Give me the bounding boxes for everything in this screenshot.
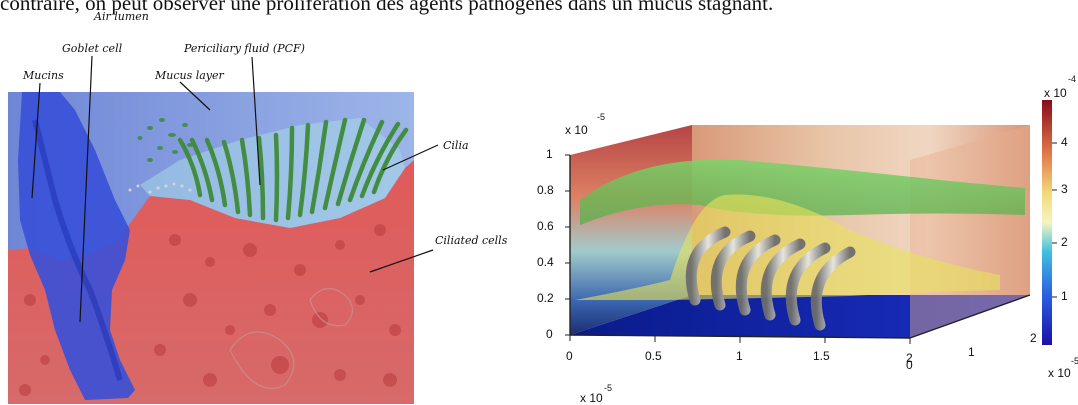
y-tick-label: 0.8 [537, 183, 554, 197]
y-tick-label: 1 [546, 147, 553, 161]
x-tick-label: 1 [736, 349, 743, 363]
colorbar-tick-label: 1 [1061, 289, 1068, 303]
x-tick-label: 1.5 [813, 349, 830, 363]
airway-epithelium-figure [8, 55, 439, 404]
ciliated-cells-label: Ciliated cells [435, 234, 508, 247]
y-axis-exponent-power: -5 [597, 112, 606, 122]
header-text: contraire, on peut observer une prolifér… [0, 0, 774, 15]
colorbar-tick-label: 2 [1061, 235, 1068, 249]
mucus-droplets [137, 118, 193, 162]
y-tick-label: 0.2 [537, 291, 554, 305]
tissue-texture [19, 224, 401, 396]
depth-axis-exponent: x 10 [1048, 366, 1071, 380]
x-axis-ticks [569, 335, 911, 344]
air-lumen-label: Air lumen [94, 10, 149, 23]
y-tick-label: 0.4 [537, 255, 554, 269]
annotation-leader-lines [31, 55, 439, 323]
x-axis-exponent-power: -5 [604, 383, 613, 393]
colorbar-tick-label: 3 [1061, 182, 1068, 196]
y-tick-label: 0 [546, 327, 553, 341]
depth-tick-label: 2 [1030, 331, 1037, 345]
cilia-label: Cilia [443, 139, 469, 152]
plot-axes [569, 155, 1031, 339]
microvilli [128, 182, 192, 194]
depth-axis-exponent-power: -5 [1071, 356, 1078, 366]
x-tick-label: 0.5 [645, 349, 662, 363]
x-tick-label: 2 [906, 351, 913, 365]
colorbar-exponent-power: -4 [1068, 74, 1077, 84]
goblet-cell-label: Goblet cell [62, 42, 123, 55]
mucins-label: Mucins [23, 69, 64, 82]
mucus-sheet [580, 159, 1025, 225]
mucus-layer-label: Mucus layer [155, 69, 224, 82]
x-tick-label: 0 [566, 349, 573, 363]
colorbar-exponent: x 10 [1044, 86, 1067, 100]
colorbar [1042, 100, 1052, 345]
y-axis-exponent: x 10 [565, 123, 588, 137]
floor [570, 295, 1030, 338]
colorbar-ticks [1052, 142, 1057, 298]
right-wall [910, 125, 1030, 338]
cell-structures [229, 288, 354, 389]
cilia [177, 117, 409, 223]
cilia-rods [685, 226, 856, 331]
pcf-label: Periciliary fluid (PCF) [184, 42, 305, 55]
colorbar-tick-label: 4 [1061, 135, 1068, 149]
y-tick-label: 0.6 [537, 219, 554, 233]
depth-tick-label: 0 [906, 358, 913, 372]
simulation-3d-figure [565, 100, 1057, 345]
depth-tick-label: 1 [968, 345, 975, 359]
x-axis-exponent: x 10 [580, 391, 603, 405]
y-axis-ticks [565, 154, 570, 336]
